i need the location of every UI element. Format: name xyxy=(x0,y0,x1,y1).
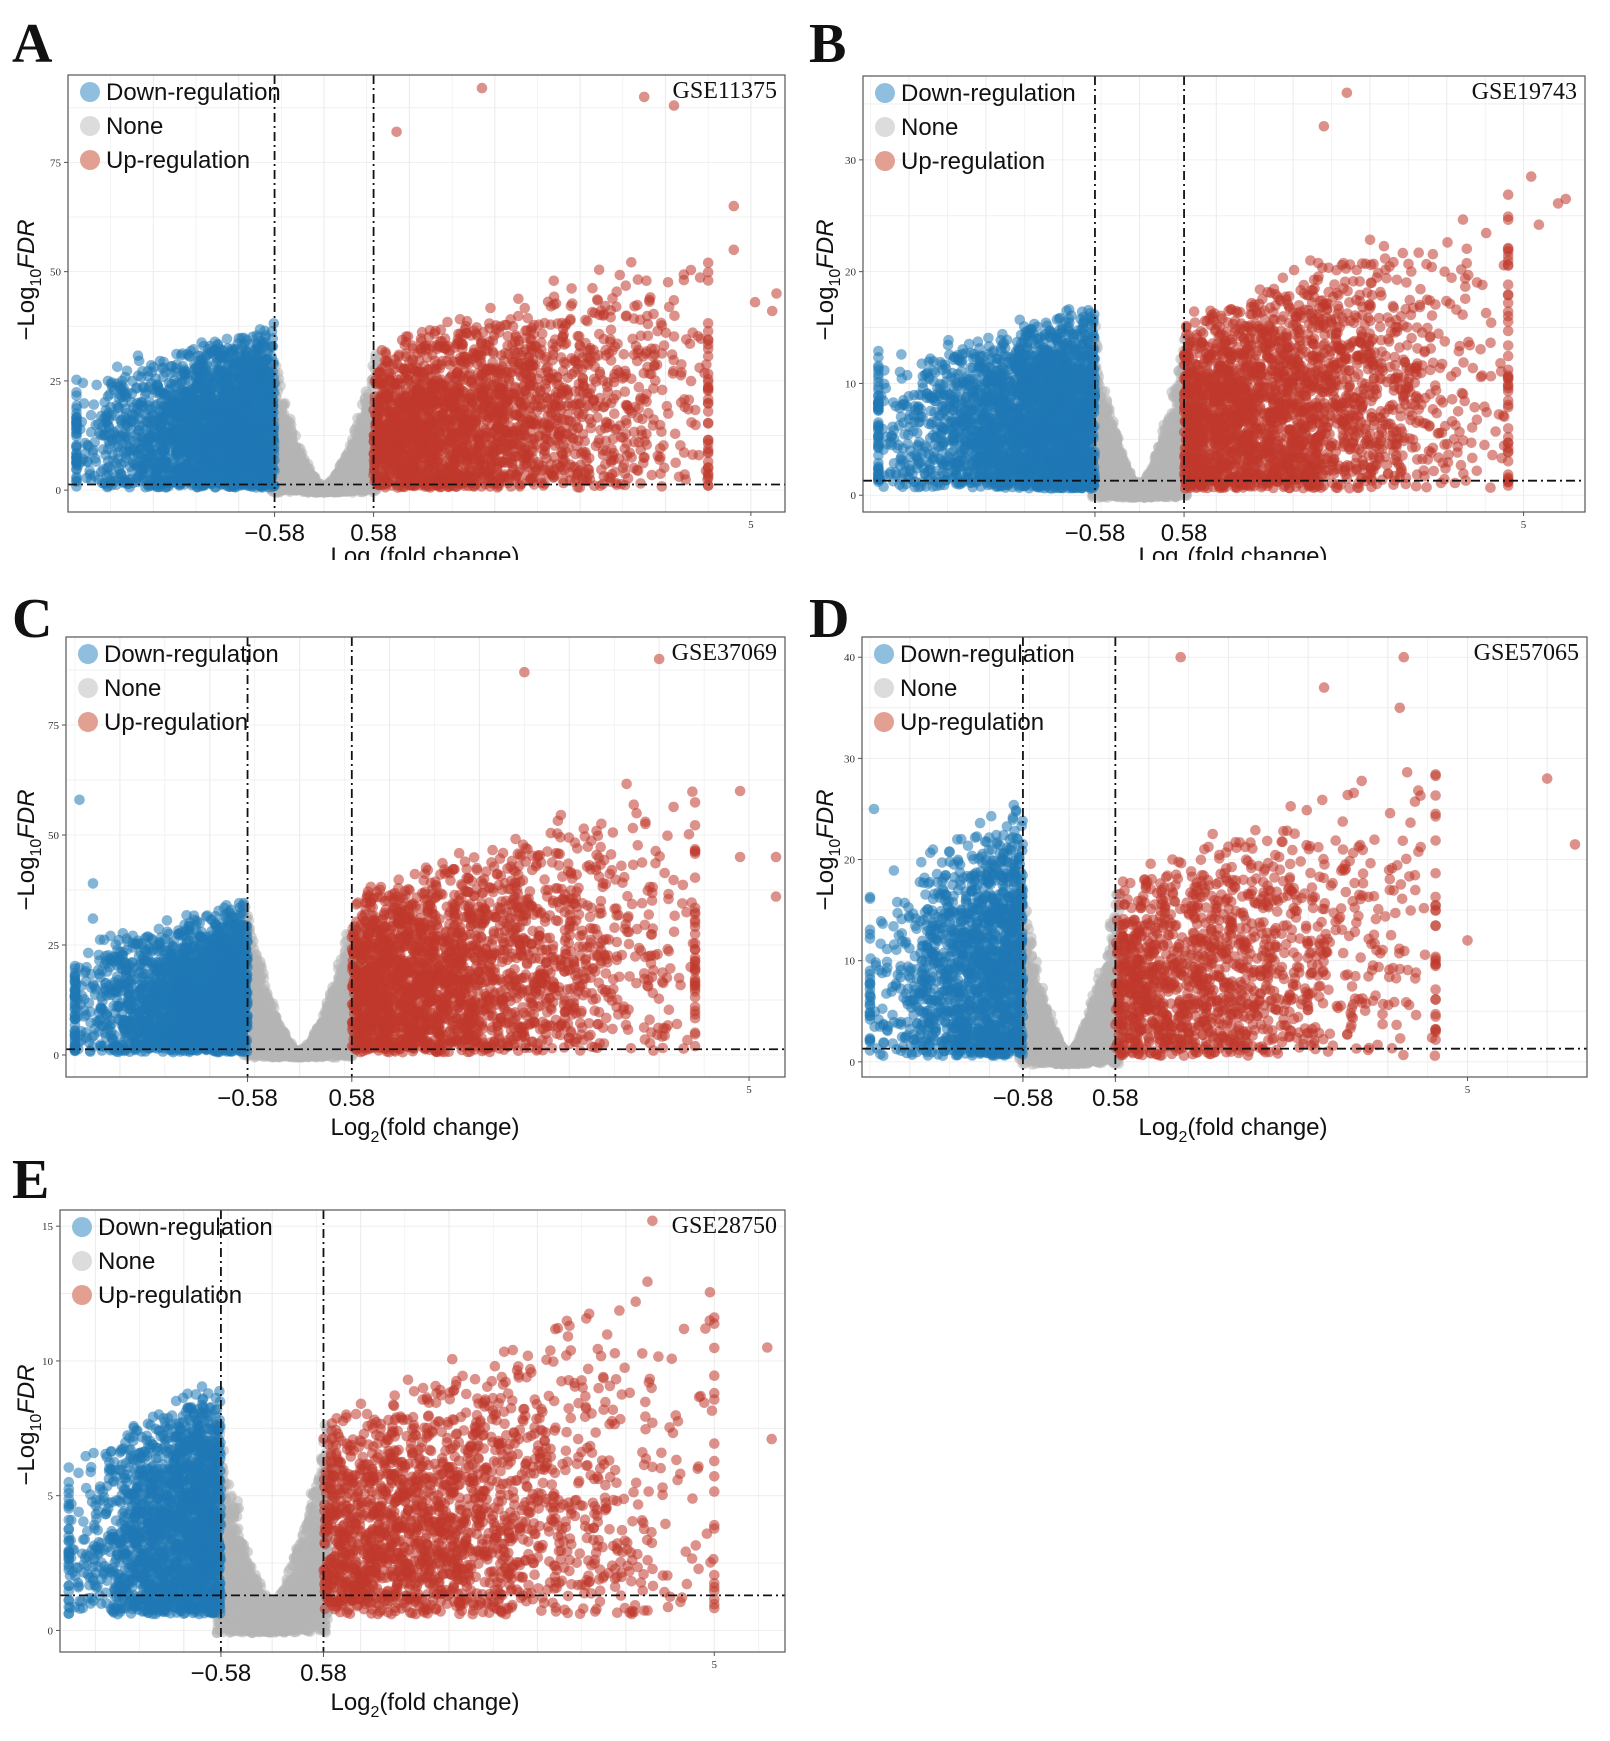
point-none xyxy=(314,481,326,493)
point-down xyxy=(259,325,271,337)
point-down xyxy=(71,390,82,402)
point-none xyxy=(337,457,348,469)
point-none xyxy=(299,457,310,469)
point-down xyxy=(91,379,102,391)
point-none xyxy=(333,486,345,497)
point-down xyxy=(77,377,89,389)
point-none xyxy=(294,448,306,460)
point-none xyxy=(283,429,295,440)
point-down xyxy=(221,333,233,345)
point-down xyxy=(71,441,82,452)
point-down xyxy=(182,348,193,360)
point-down xyxy=(138,382,149,394)
point-down xyxy=(260,395,272,406)
points-layer xyxy=(71,82,782,499)
point-down xyxy=(112,361,123,373)
point-none xyxy=(354,437,366,448)
point-none xyxy=(354,419,365,431)
point-none xyxy=(345,459,357,470)
point-down xyxy=(159,436,170,448)
point-down xyxy=(88,399,100,410)
point-down xyxy=(217,344,228,356)
point-down xyxy=(71,463,82,475)
point-down xyxy=(89,453,101,464)
point-down xyxy=(132,350,144,362)
point-down xyxy=(212,356,223,367)
point-none xyxy=(283,457,295,469)
point-down xyxy=(71,403,82,414)
point-down xyxy=(132,471,144,482)
panel-letter: A xyxy=(12,12,52,76)
point-none xyxy=(360,405,372,416)
point-down xyxy=(100,449,111,461)
point-none xyxy=(356,449,368,461)
point-none xyxy=(351,466,363,477)
point-none xyxy=(303,471,315,482)
point-down xyxy=(121,365,133,377)
point-down xyxy=(85,409,97,421)
point-down xyxy=(172,424,183,436)
point-down xyxy=(171,348,182,360)
point-down xyxy=(121,419,132,430)
point-none xyxy=(340,466,352,478)
point-down xyxy=(113,402,124,413)
